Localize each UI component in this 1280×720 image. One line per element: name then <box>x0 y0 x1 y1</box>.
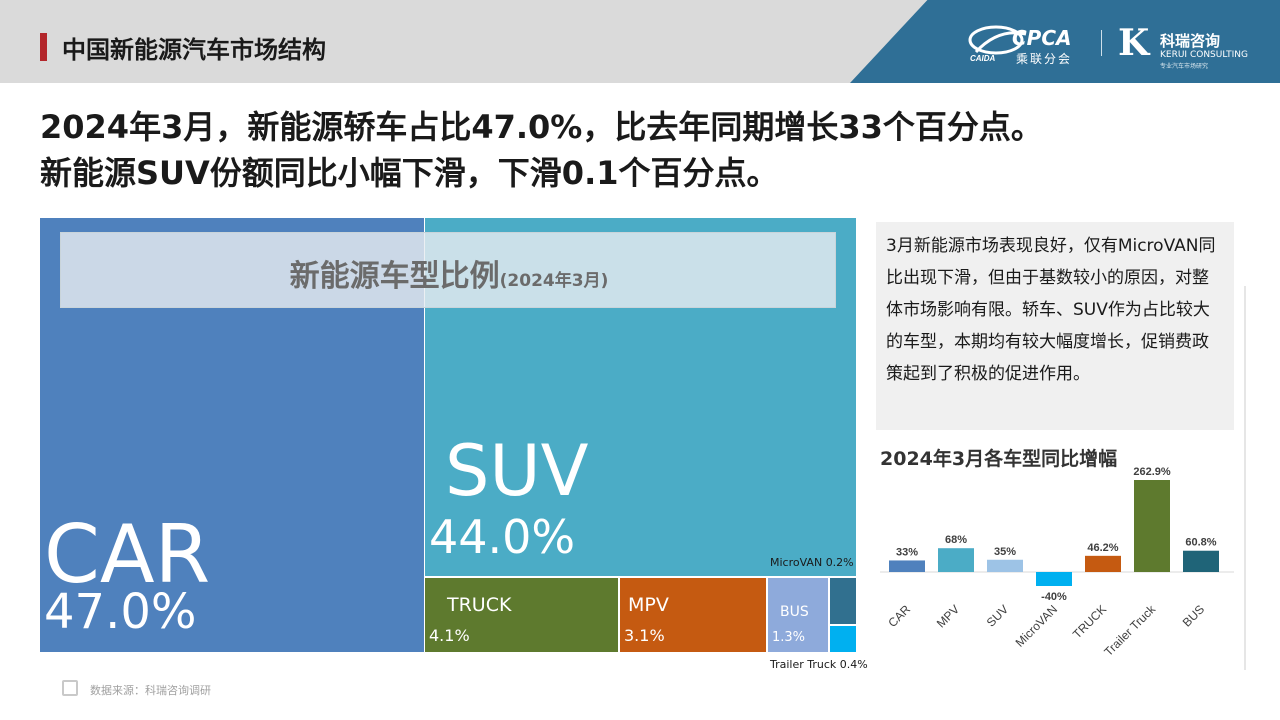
treemap-cell-trailer-truck <box>830 626 856 652</box>
treemap-cell-truck: TRUCK 4.1% <box>425 578 618 652</box>
treemap-trailer-label: Trailer Truck 0.4% <box>770 658 868 671</box>
treemap-title-sub: (2024年3月) <box>499 271 609 291</box>
treemap-value-truck: 4.1% <box>429 626 470 645</box>
header-logo-band <box>850 0 1280 83</box>
bar-category-label: TRUCK <box>1070 602 1109 641</box>
bar-data-label: 35% <box>994 546 1016 558</box>
bar-car <box>889 560 925 572</box>
bar-truck <box>1085 555 1121 572</box>
treemap-label-mpv: MPV <box>628 594 669 616</box>
bar-data-label: -40% <box>1041 591 1067 603</box>
bar-category-label: MicroVAN <box>1013 602 1060 649</box>
treemap-cell-microvan <box>830 578 856 624</box>
treemap-label-car: CAR <box>44 508 211 601</box>
treemap-title-main: 新能源车型比例 <box>289 259 500 294</box>
treemap-title-box: 新能源车型比例(2024年3月) <box>60 232 836 308</box>
bar-mpv <box>938 548 974 572</box>
bar-category-label: Trailer Truck <box>1101 602 1158 659</box>
bar-chart-title: 2024年3月各车型同比增幅 <box>880 448 1118 470</box>
cpca-logo-mark-icon: CAIDA <box>968 25 1027 62</box>
bar-bus <box>1183 550 1219 572</box>
bar-category-label: BUS <box>1180 602 1207 629</box>
bar-data-label: 262.9% <box>1133 466 1171 478</box>
treemap-value-trailer-truck: 0.4% <box>839 658 868 671</box>
bar-data-label: 46.2% <box>1087 542 1118 554</box>
bar-trailer-truck <box>1134 480 1170 572</box>
header-accent-bar <box>40 33 47 61</box>
treemap-label-truck: TRUCK <box>447 594 512 616</box>
bar-microvan <box>1036 572 1072 586</box>
treemap-microvan-label: MicroVAN 0.2% <box>770 556 854 569</box>
kerui-logo-tag: 专业汽车市场研究 <box>1160 63 1209 70</box>
headline-line-1: 2024年3月，新能源轿车占比47.0%，比去年同期增长33个百分点。 <box>40 108 1043 146</box>
headline-line-2: 新能源SUV份额同比小幅下滑，下滑0.1个百分点。 <box>40 154 779 192</box>
bar-category-label: SUV <box>984 602 1011 629</box>
bar-chart: 33% CAR 68% MPV 35% SUV -40%MicroVAN 46.2% TRUCK… <box>880 466 1234 659</box>
source-icon <box>62 680 78 696</box>
treemap-label-bus: BUS <box>780 604 809 620</box>
source-note: 数据来源：科瑞咨询调研 <box>90 684 211 697</box>
treemap-value-suv: 44.0% <box>429 510 576 564</box>
treemap-value-mpv: 3.1% <box>624 626 665 645</box>
bar-category-label: MPV <box>934 602 962 630</box>
treemap-label-trailer-truck: Trailer Truck <box>770 658 837 671</box>
headline: 2024年3月，新能源轿车占比47.0%，比去年同期增长33个百分点。 新能源S… <box>40 104 1043 196</box>
treemap-label-microvan: MicroVAN <box>770 556 823 569</box>
kerui-logo-en: KERUI CONSULTING <box>1160 50 1248 60</box>
treemap-cell-bus: BUS 1.3% <box>768 578 828 652</box>
bar-suv <box>987 559 1023 572</box>
bar-data-label: 68% <box>945 534 967 546</box>
treemap-value-bus: 1.3% <box>772 630 806 645</box>
kerui-logo-cn: 科瑞咨询 <box>1160 32 1221 50</box>
bar-data-label: 60.8% <box>1185 537 1216 549</box>
page-title: 中国新能源汽车市场结构 <box>62 36 326 64</box>
cpca-logo-mark: CAIDA <box>970 54 996 62</box>
bar-panel-border <box>1244 286 1246 670</box>
treemap-label-suv: SUV <box>445 430 589 512</box>
logo-divider <box>1101 30 1102 56</box>
cpca-logo-text: CPCA <box>1012 26 1072 50</box>
treemap-value-car: 47.0% <box>44 584 197 640</box>
treemap-cell-mpv: MPV 3.1% <box>620 578 766 652</box>
cpca-logo-sub: 乘联分会 <box>1016 52 1073 66</box>
bar-data-label: 33% <box>896 546 918 558</box>
kerui-logo-icon: K <box>1118 22 1150 64</box>
treemap-value-microvan: 0.2% <box>825 556 854 569</box>
bar-category-label: CAR <box>885 602 913 630</box>
commentary-box: 3月新能源市场表现良好，仅有MicroVAN同比出现下滑，但由于基数较小的原因，… <box>876 222 1234 430</box>
treemap-title: 新能源车型比例(2024年3月) <box>61 251 837 295</box>
